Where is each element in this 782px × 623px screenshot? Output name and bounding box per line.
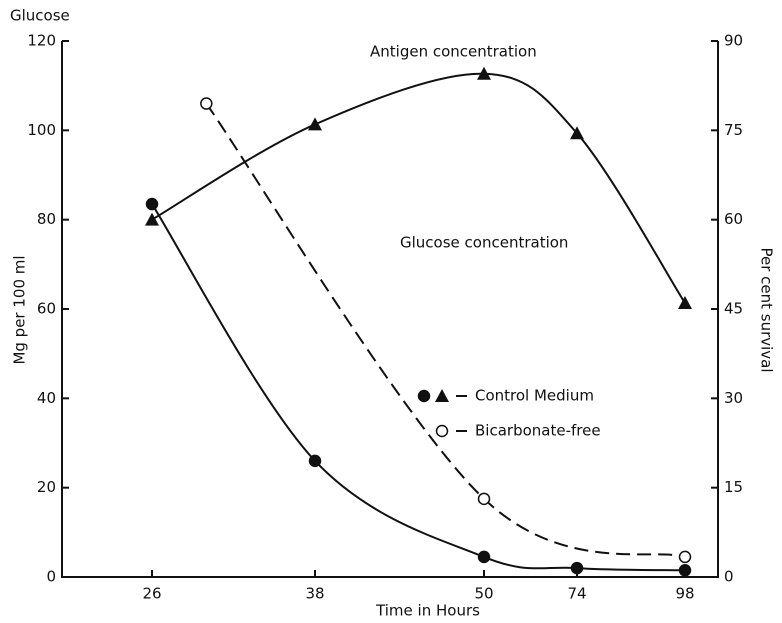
marker <box>678 296 692 310</box>
y2-tick-label: 90 <box>724 32 743 50</box>
y2-tick-label: 0 <box>724 568 734 586</box>
legend-marker <box>417 389 431 403</box>
series-label: Antigen concentration <box>370 43 537 61</box>
y2-tick-label: 75 <box>724 121 743 139</box>
marker <box>308 454 322 468</box>
x-tick-label: 38 <box>305 585 324 603</box>
marker <box>570 561 584 575</box>
legend-label: Control Medium <box>475 387 594 405</box>
marker <box>678 550 692 564</box>
marker <box>570 126 584 140</box>
x-tick-label: 98 <box>675 585 694 603</box>
marker <box>308 117 322 131</box>
y2-tick-label: 60 <box>724 210 743 228</box>
x-tick-label: 50 <box>474 585 493 603</box>
y2-tick-label: 15 <box>724 478 743 496</box>
series-line <box>151 72 686 304</box>
x-axis-label: Time in Hours <box>375 602 480 620</box>
marker <box>200 97 213 110</box>
y-axis-title: Glucose <box>10 7 70 25</box>
y-tick-label: 120 <box>27 32 56 50</box>
y-tick-label: 80 <box>37 210 56 228</box>
y-tick-label: 60 <box>37 300 56 318</box>
y-tick-label: 100 <box>27 121 56 139</box>
legend-label: Bicarbonate-free <box>475 422 601 440</box>
marker <box>145 212 159 226</box>
series-line <box>205 102 686 558</box>
y2-tick-label: 30 <box>724 389 743 407</box>
y-tick-label: 40 <box>37 389 56 407</box>
plot-frame <box>61 41 719 578</box>
legend-marker <box>435 424 449 438</box>
y2-tick-label: 45 <box>724 300 743 318</box>
marker <box>477 66 491 80</box>
legend-marker <box>435 389 449 402</box>
y-tick-label: 0 <box>46 568 56 586</box>
y-tick-label: 20 <box>37 478 56 496</box>
y2-axis-label: Per cent survival <box>758 247 776 372</box>
y-axis-label: Mg per 100 ml <box>11 255 29 364</box>
marker <box>145 197 159 211</box>
annotation: Glucose concentration <box>400 234 568 252</box>
x-tick-label: 26 <box>142 585 161 603</box>
x-tick-label: 74 <box>567 585 586 603</box>
marker <box>477 550 491 564</box>
series-line <box>151 203 686 572</box>
marker <box>477 492 491 506</box>
marker <box>678 564 692 577</box>
